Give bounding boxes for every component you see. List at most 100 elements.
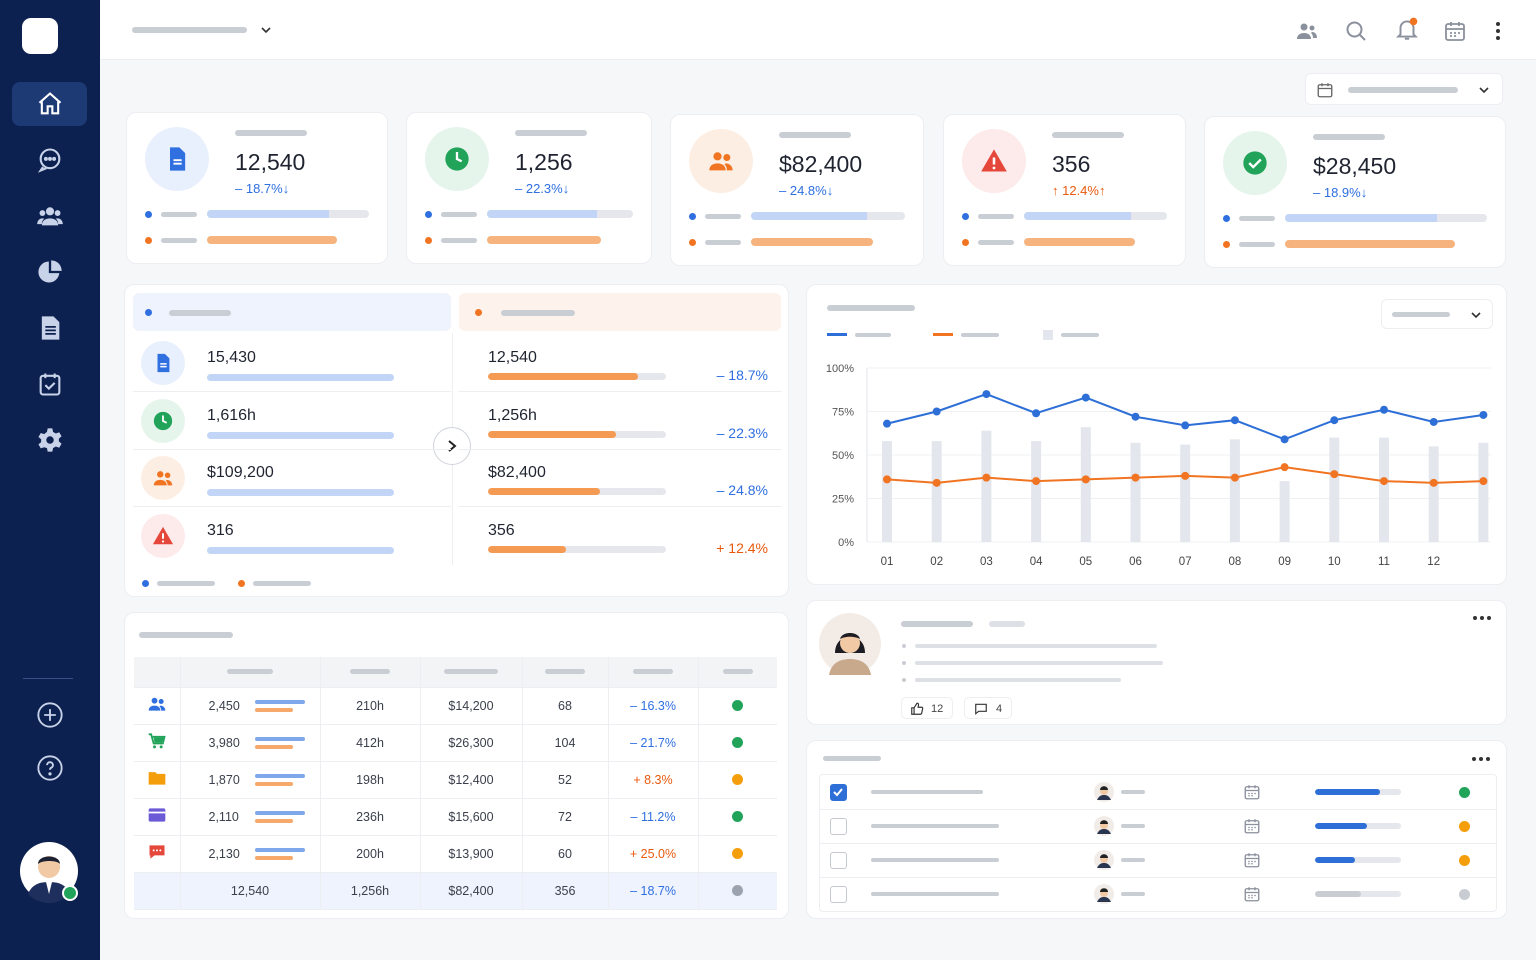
bar xyxy=(1379,437,1389,542)
comment-count: 4 xyxy=(996,703,1003,715)
hours-cell: 198h xyxy=(320,761,421,799)
point xyxy=(1479,410,1488,419)
kpi-fill xyxy=(1285,214,1437,222)
count: 1,870 xyxy=(208,772,240,787)
hours-cell: 412h xyxy=(320,724,421,762)
status-cell xyxy=(698,835,777,873)
kpi-bar xyxy=(487,236,601,244)
task-menu[interactable] xyxy=(1471,756,1491,762)
qty-cell: 356 xyxy=(522,872,609,910)
y-tick-label: 100% xyxy=(826,363,854,375)
kpi-card: $82,400 – 24.8%↓ xyxy=(670,114,924,266)
team-icon[interactable] xyxy=(1295,19,1319,43)
y-tick-label: 75% xyxy=(832,407,854,419)
calendar-icon[interactable] xyxy=(1443,19,1467,43)
checkbox[interactable] xyxy=(830,818,847,835)
mini-bar xyxy=(254,819,293,824)
like-button[interactable]: 12 xyxy=(901,697,953,719)
row-divider xyxy=(459,391,781,392)
nav-settings[interactable] xyxy=(12,418,87,462)
chart-title-placeholder xyxy=(827,305,915,311)
task-progress-track xyxy=(1315,857,1401,863)
assignee-placeholder xyxy=(1121,824,1145,828)
chevron-down[interactable] xyxy=(260,24,272,36)
kpi-track xyxy=(487,210,633,218)
kpi-label-placeholder xyxy=(1313,134,1385,140)
legend-dot xyxy=(1223,241,1230,248)
checkbox[interactable] xyxy=(830,886,847,903)
task-status xyxy=(1459,855,1470,866)
x-tick-label: 09 xyxy=(1278,556,1291,568)
progress-track xyxy=(488,373,666,380)
legend-dot xyxy=(689,213,696,220)
legend-label xyxy=(978,214,1014,219)
amount-cell: $82,400 xyxy=(420,872,523,910)
legend-label xyxy=(978,240,1014,245)
point xyxy=(982,473,991,482)
logo[interactable] xyxy=(22,18,58,54)
amount-cell: $13,900 xyxy=(420,835,523,873)
post-menu[interactable] xyxy=(1472,615,1492,621)
count-cell: 2,450 xyxy=(180,687,321,725)
legend-dot xyxy=(425,237,432,244)
user-avatar[interactable] xyxy=(20,842,82,904)
x-tick-label: 06 xyxy=(1129,556,1142,568)
point xyxy=(1081,393,1090,402)
sidebar xyxy=(0,0,100,960)
left-bar xyxy=(207,546,394,554)
nav-tasks[interactable] xyxy=(12,362,87,406)
mini-bars xyxy=(254,811,305,824)
status-cell xyxy=(698,724,777,762)
x-tick-label: 04 xyxy=(1030,556,1043,568)
nav-help[interactable] xyxy=(12,746,87,790)
date-range-picker[interactable] xyxy=(1305,73,1503,105)
kpi-value: $82,400 xyxy=(779,151,863,177)
nav-add[interactable] xyxy=(12,693,87,737)
amount-cell: $26,300 xyxy=(420,724,523,762)
count: 3,980 xyxy=(208,735,240,750)
table-title-placeholder xyxy=(139,632,233,638)
right-change: – 18.7% xyxy=(716,367,768,383)
compare-arrow[interactable] xyxy=(433,427,471,465)
hours-cell: 200h xyxy=(320,835,421,873)
bar xyxy=(1279,481,1290,542)
post-card: 12 4 xyxy=(806,600,1507,725)
mini-bars xyxy=(254,848,305,861)
qty-cell: 60 xyxy=(522,835,609,873)
nav-users[interactable] xyxy=(12,194,87,238)
task-progress-track xyxy=(1315,823,1401,829)
checkbox[interactable] xyxy=(830,852,847,869)
kpi-bar xyxy=(207,236,337,244)
bar xyxy=(1428,446,1439,542)
kpi-change: – 18.7%↓ xyxy=(235,181,290,196)
nav-documents[interactable] xyxy=(12,306,87,350)
change-cell: + 25.0% xyxy=(608,835,699,873)
point xyxy=(1131,412,1140,421)
mini-bar xyxy=(254,848,305,853)
status-dot xyxy=(732,885,744,896)
notifications-icon[interactable] xyxy=(1394,16,1420,42)
task-title-placeholder xyxy=(871,790,983,794)
nav-chat[interactable] xyxy=(12,138,87,182)
kpi-fill xyxy=(207,210,329,218)
nav-home[interactable] xyxy=(12,82,87,126)
task-panel xyxy=(806,740,1507,919)
change-cell: – 11.2% xyxy=(608,798,699,836)
chart-panel: 0% 25% 50% 75% 100% 01 02 03 04 05 06 07 08 09 10 11 12 xyxy=(806,284,1507,585)
point xyxy=(1181,471,1190,480)
assignee-avatar xyxy=(1094,850,1114,875)
more-menu[interactable] xyxy=(1494,19,1502,43)
left-bar xyxy=(207,431,394,439)
legend-label xyxy=(161,238,197,243)
workspace-selector[interactable] xyxy=(132,27,247,33)
search-icon[interactable] xyxy=(1344,19,1368,43)
row-icon xyxy=(141,341,185,385)
kpi-value: 356 xyxy=(1052,151,1091,177)
nav-reports[interactable] xyxy=(12,250,87,294)
point xyxy=(932,478,941,487)
kpi-bar xyxy=(751,238,873,246)
comment-button[interactable]: 4 xyxy=(964,697,1012,719)
status-cell xyxy=(698,761,777,799)
chart-filter[interactable] xyxy=(1381,299,1493,329)
checkbox[interactable] xyxy=(830,784,847,801)
